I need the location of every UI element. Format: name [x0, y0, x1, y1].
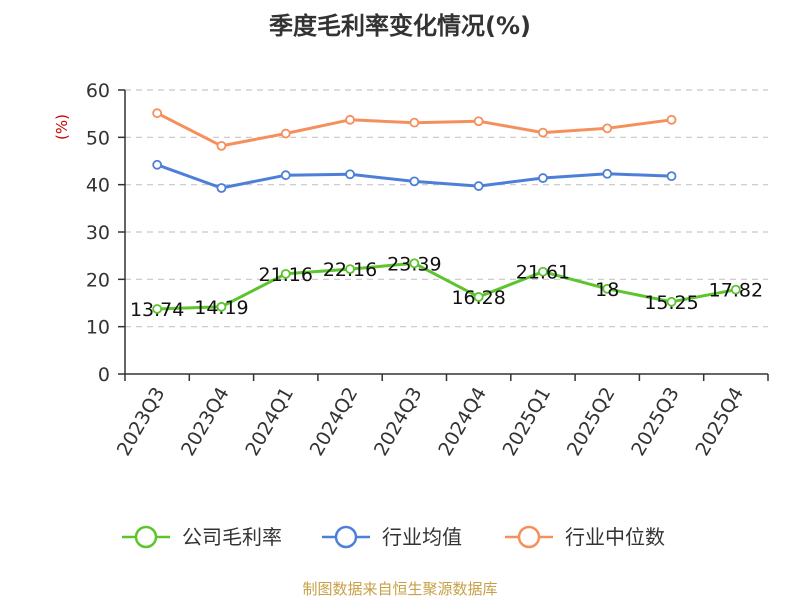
- data-point: [152, 159, 163, 170]
- chart-title: 季度毛利率变化情况(%): [269, 12, 531, 40]
- data-point: [409, 258, 420, 269]
- legend-item: 公司毛利率: [122, 525, 282, 549]
- data-label: 13.74: [130, 299, 184, 321]
- legend: 公司毛利率 行业均值 行业中位数: [122, 525, 665, 549]
- y-tick-label: 40: [86, 175, 110, 197]
- data-labels: 13.74 14.19 21.16 22.16 23.39 16.28 21.61 18 15.…: [130, 253, 763, 321]
- data-point: [473, 292, 484, 302]
- x-tick-label: 2025Q3: [627, 384, 684, 460]
- data-label: 22.16: [323, 259, 377, 281]
- data-point: [538, 127, 548, 138]
- source-note: 制图数据来自恒生聚源数据库: [302, 580, 497, 598]
- data-label: 21.61: [516, 262, 570, 284]
- data-label: 15.25: [644, 292, 698, 314]
- series-lines: [152, 108, 741, 314]
- data-point: [280, 170, 291, 181]
- x-tick-label: 2023Q4: [177, 384, 234, 460]
- data-point: [152, 304, 163, 314]
- data-point: [602, 168, 613, 179]
- data-point: [473, 181, 484, 191]
- data-point: [280, 268, 291, 279]
- data-point: [345, 264, 355, 275]
- data-label: 16.28: [451, 287, 505, 309]
- data-label: 21.16: [259, 264, 313, 286]
- data-point: [666, 114, 677, 125]
- y-tick-label: 0: [98, 364, 110, 386]
- data-label: 17.82: [709, 280, 763, 302]
- y-tick-label: 50: [86, 127, 110, 149]
- legend-label: 行业均值: [382, 525, 462, 549]
- x-tick-label: 2024Q1: [241, 384, 298, 460]
- data-point: [345, 114, 355, 125]
- data-point: [152, 108, 163, 119]
- y-tick-label: 30: [86, 222, 110, 244]
- legend-label: 公司毛利率: [182, 525, 282, 549]
- x-tick-label: 2023Q3: [113, 384, 170, 460]
- data-point: [345, 169, 355, 180]
- data-point: [473, 116, 484, 127]
- series-line-0: [157, 261, 737, 311]
- legend-label: 行业中位数: [565, 525, 665, 549]
- data-point: [666, 296, 677, 307]
- y-tick-label: 20: [86, 269, 110, 291]
- data-point: [538, 266, 548, 277]
- legend-item: 行业中位数: [505, 525, 665, 549]
- data-point: [602, 123, 613, 134]
- x-tick-label: 2025Q4: [691, 384, 748, 460]
- legend-item: 行业均值: [322, 525, 462, 549]
- data-point: [216, 140, 227, 151]
- legend-swatch-marker: [517, 525, 541, 549]
- x-tick-label: 2024Q3: [370, 384, 427, 460]
- y-tick-label: 60: [86, 80, 110, 102]
- y-tick-label: 10: [86, 317, 110, 339]
- y-axis-label: (%): [53, 114, 71, 140]
- x-tick-label: 2024Q2: [306, 384, 363, 460]
- data-point: [602, 283, 613, 294]
- data-point: [216, 301, 227, 312]
- data-point: [409, 176, 420, 187]
- data-point: [409, 117, 420, 128]
- data-point: [280, 128, 291, 139]
- data-label: 18: [595, 279, 619, 301]
- data-label: 14.19: [194, 297, 248, 319]
- data-point: [538, 173, 548, 183]
- data-label: 23.39: [387, 253, 441, 275]
- x-tick-label: 2025Q2: [563, 384, 620, 460]
- x-tick-label: 2025Q1: [499, 384, 556, 460]
- data-point: [666, 171, 677, 182]
- data-point: [730, 284, 741, 295]
- data-point: [216, 183, 227, 193]
- legend-swatch-marker: [334, 525, 358, 549]
- x-tick-label: 2024Q4: [434, 384, 491, 460]
- legend-swatch-marker: [134, 525, 158, 549]
